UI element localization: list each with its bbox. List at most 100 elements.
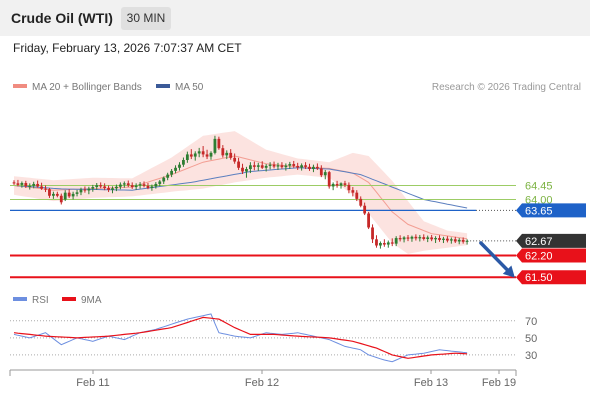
candle-body bbox=[193, 153, 197, 157]
candle-body bbox=[339, 183, 343, 186]
candle-body bbox=[40, 186, 43, 189]
candle-body bbox=[63, 192, 67, 200]
candle-body bbox=[28, 185, 32, 187]
level-tag-support bbox=[516, 270, 586, 285]
candle-body bbox=[386, 242, 390, 245]
candle-body bbox=[312, 166, 315, 170]
candle-body bbox=[359, 198, 363, 206]
candle-body bbox=[442, 238, 445, 240]
candle-body bbox=[185, 154, 189, 161]
candle-body bbox=[209, 152, 213, 157]
candle-body bbox=[260, 165, 264, 168]
rsi-lines bbox=[13, 313, 468, 363]
level-label-support: 62.20 bbox=[525, 250, 553, 262]
rsi-line bbox=[13, 313, 468, 363]
candle-body bbox=[418, 237, 422, 239]
rsi-tick-label: 30 bbox=[525, 350, 537, 362]
candle-body bbox=[426, 237, 430, 239]
candle-body bbox=[300, 165, 304, 168]
candle-body bbox=[457, 239, 461, 242]
candle-body bbox=[276, 165, 280, 167]
candle-body bbox=[268, 164, 272, 166]
level-lines bbox=[10, 185, 516, 279]
candle-body bbox=[363, 205, 367, 214]
instrument-title: Crude Oil (WTI) bbox=[11, 10, 113, 26]
candle-body bbox=[115, 186, 118, 189]
candle-body bbox=[272, 164, 276, 167]
candle-body bbox=[225, 152, 229, 156]
candle-body bbox=[394, 238, 398, 244]
rsi-grid: 70 50 30 bbox=[10, 316, 537, 362]
candle-body bbox=[430, 237, 434, 240]
candle-body bbox=[245, 169, 248, 172]
candle-body bbox=[83, 189, 87, 191]
candle-body bbox=[162, 177, 166, 182]
candle-body bbox=[375, 239, 378, 246]
credit-text: Research © 2026 Trading Central bbox=[432, 82, 581, 93]
level-tag-support bbox=[516, 248, 586, 263]
candle-body bbox=[189, 154, 193, 157]
forecast-arrow-shaft bbox=[479, 241, 514, 277]
level-label-current: 62.67 bbox=[525, 236, 553, 248]
candle-body bbox=[142, 184, 146, 186]
rsi-legend: RSI 9MA bbox=[13, 295, 102, 306]
x-tick-label: Feb 13 bbox=[414, 377, 448, 389]
price-legend: MA 20 + Bollinger Bands MA 50 bbox=[13, 82, 204, 93]
legend-swatch-ma20 bbox=[13, 84, 27, 88]
header-bar: Crude Oil (WTI) 30 MIN bbox=[0, 0, 590, 36]
candle-body bbox=[170, 170, 173, 175]
candle-body bbox=[453, 239, 457, 242]
candle-body bbox=[382, 243, 386, 245]
candle-body bbox=[434, 238, 437, 240]
candle-body bbox=[449, 239, 453, 241]
level-label-resistance: 64.45 bbox=[525, 181, 553, 193]
candle-body bbox=[249, 165, 252, 170]
legend-label-9ma: 9MA bbox=[81, 295, 102, 306]
level-tag-pivot bbox=[516, 203, 586, 218]
candle-body bbox=[406, 237, 410, 239]
legend-label-ma50: MA 50 bbox=[175, 82, 204, 93]
candle-body bbox=[107, 187, 110, 190]
candle-body bbox=[146, 185, 150, 188]
candle-body bbox=[32, 183, 36, 186]
candle-body bbox=[59, 195, 63, 203]
legend-label-rsi: RSI bbox=[32, 295, 49, 306]
legend-swatch-9ma bbox=[62, 297, 76, 301]
candle-body bbox=[118, 184, 122, 187]
candle-body bbox=[158, 181, 162, 184]
timestamp: Friday, February 13, 2026 7:07:37 AM CET bbox=[13, 41, 242, 55]
candle-body bbox=[327, 172, 331, 187]
candle-body bbox=[24, 183, 28, 187]
candle-body bbox=[304, 165, 307, 167]
candle-body bbox=[52, 193, 55, 196]
candle-body bbox=[252, 165, 256, 167]
candle-body bbox=[67, 192, 71, 197]
candle-body bbox=[150, 186, 154, 188]
candle-body bbox=[95, 185, 99, 188]
x-tick-label: Feb 11 bbox=[76, 377, 109, 389]
candle-body bbox=[315, 166, 319, 169]
candle-body bbox=[343, 183, 347, 185]
candle-body bbox=[241, 167, 244, 172]
candle-body bbox=[166, 174, 170, 178]
interval-button[interactable]: 30 MIN bbox=[121, 7, 171, 30]
level-label-support: 61.50 bbox=[525, 272, 553, 284]
candle-body bbox=[465, 240, 469, 242]
candle-body bbox=[284, 165, 288, 168]
candle-body bbox=[103, 186, 107, 188]
candle-body bbox=[99, 185, 103, 187]
candle-body bbox=[331, 183, 335, 187]
x-axis: Feb 11 Feb 12 Feb 13 Feb 19 bbox=[9, 369, 517, 389]
candle-body bbox=[296, 165, 300, 168]
candle-body bbox=[355, 192, 359, 199]
legend-swatch-rsi bbox=[13, 297, 27, 301]
candle-body bbox=[138, 184, 142, 186]
candle-body bbox=[36, 183, 40, 187]
candle-body bbox=[379, 243, 382, 246]
candle-body bbox=[154, 183, 158, 187]
candle-body bbox=[351, 190, 355, 193]
candle-body bbox=[371, 227, 374, 240]
candle-body bbox=[264, 165, 268, 168]
